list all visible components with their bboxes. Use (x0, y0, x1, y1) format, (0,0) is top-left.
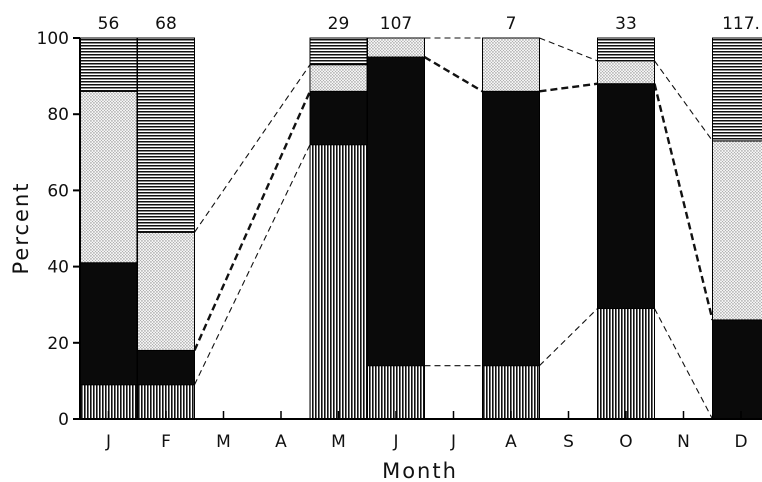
x-axis-title: Month (382, 459, 458, 482)
x-tick-label: M (216, 432, 231, 452)
bar-segment-vertical-lines (597, 308, 655, 420)
bar-segment-solid-black (137, 349, 195, 386)
x-tick-label: A (275, 432, 287, 452)
bar-segment-solid-black (712, 319, 762, 420)
bar-segment-dotted (482, 37, 540, 92)
bar-segment-vertical-lines (367, 365, 425, 420)
bar-segment-vertical-lines (482, 365, 540, 420)
bar-segment-dotted (597, 60, 655, 85)
sample-count-label: 7 (506, 14, 517, 34)
bar-segment-dotted (712, 140, 762, 321)
sample-count-label: 107 (380, 14, 412, 34)
connector-line (654, 308, 713, 420)
sample-count-label: 68 (155, 14, 177, 34)
axes-group (79, 38, 762, 420)
y-tick-label: 20 (47, 334, 69, 354)
sample-count-label: 56 (98, 14, 120, 34)
x-tick-label: D (734, 432, 747, 452)
bar-segment-horizontal-lines (79, 37, 138, 92)
bar-segment-solid-black (597, 83, 655, 310)
connector-line (653, 83, 714, 321)
y-tick-label: 60 (47, 181, 69, 201)
x-tick-label: J (392, 432, 398, 452)
connector-line (194, 144, 311, 385)
x-tick-label: F (161, 432, 171, 452)
connector-line (193, 90, 312, 351)
bar-segment-horizontal-lines (597, 37, 655, 62)
bar-segment-horizontal-lines (137, 37, 195, 233)
bar-segment-horizontal-lines (309, 37, 368, 66)
bar-segment-dotted (309, 64, 368, 92)
connector-line (539, 37, 598, 62)
sample-count-label: 33 (615, 14, 637, 34)
bar-segment-solid-black (367, 56, 425, 367)
connector-line (423, 56, 484, 93)
connector-line (539, 82, 598, 93)
bar-segment-solid-black (309, 90, 368, 146)
x-tick-label: O (619, 432, 632, 452)
bar-segment-dotted (137, 231, 195, 351)
x-tick-label: M (331, 432, 346, 452)
x-tick-label: A (505, 432, 517, 452)
y-tick-label: 80 (47, 105, 69, 125)
x-tick-label: J (105, 432, 111, 452)
bar-segment-dotted (367, 37, 425, 58)
x-tick-label: N (677, 432, 690, 452)
connector-line (194, 64, 311, 233)
x-tick-label: J (450, 432, 456, 452)
x-tick-label: S (563, 432, 574, 452)
bar-segment-vertical-lines (309, 144, 368, 420)
bar-segment-horizontal-lines (712, 37, 762, 142)
connector-line (654, 60, 713, 142)
connector-line (539, 308, 598, 367)
y-axis-title: Percent (9, 181, 33, 274)
bar-segment-dotted (79, 90, 138, 264)
y-tick-label: 0 (58, 410, 69, 430)
bar-segment-solid-black (79, 262, 138, 386)
sample-count-label: 29 (328, 14, 350, 34)
y-tick-label: 100 (37, 29, 69, 49)
bar-segment-solid-black (482, 90, 540, 367)
bars-group (79, 37, 762, 420)
sample-count-label: 117. (722, 14, 760, 34)
y-tick-label: 40 (47, 258, 69, 278)
